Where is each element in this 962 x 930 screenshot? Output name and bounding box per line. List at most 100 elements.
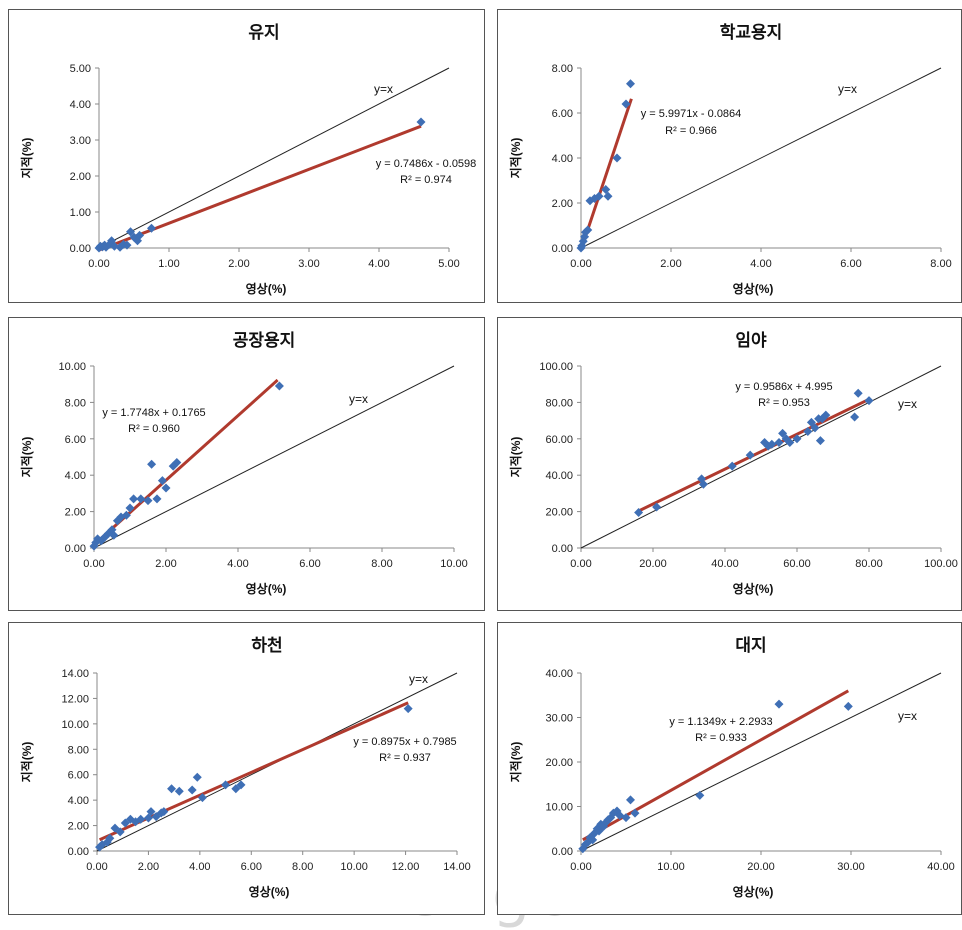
data-point: [594, 191, 604, 201]
x-tick-label: 1.00: [158, 258, 179, 270]
data-point: [96, 536, 106, 546]
trend-equation: y = 1.7748x + 0.1765: [102, 407, 205, 419]
data-point: [125, 814, 135, 824]
data-point: [767, 439, 777, 449]
y-tick-label: 10.00: [545, 802, 573, 814]
x-axis-label: 영상(%): [733, 884, 774, 899]
data-point: [630, 808, 640, 818]
identity-line: [93, 365, 455, 549]
y-tick-label: 0.00: [65, 543, 86, 555]
y-tick-label: 2.00: [68, 821, 89, 833]
chart-title: 임야: [735, 330, 767, 350]
x-tick-label: 80.00: [855, 558, 883, 570]
y-tick-label: 60.00: [545, 434, 573, 446]
y-tick-label: 2.00: [70, 171, 91, 183]
y-tick-label: 0.00: [552, 846, 573, 858]
y-axis-label: 지적(%): [19, 437, 34, 478]
y-tick-label: 0.00: [68, 846, 89, 858]
r-squared-label: R² = 0.960: [128, 423, 180, 435]
scatter-chart: 임야 0.00 20.00 40.00 60.00 80.00 100.00 0.00 20.0…: [508, 330, 958, 596]
trend-equation: y = 1.1349x + 2.2933: [669, 716, 772, 728]
y-tick-label: 0.00: [552, 243, 573, 255]
data-point: [105, 833, 115, 843]
scatter-chart: 공장용지 0.00 2.00 4.00 6.00 8.00 10.00 0.00 2.00 4.0…: [19, 331, 468, 596]
data-point: [161, 483, 171, 493]
data-point: [152, 494, 162, 504]
y-tick-label: 20.00: [545, 757, 573, 769]
data-point: [197, 793, 207, 803]
y-tick-label: 2.00: [65, 507, 86, 519]
data-point: [774, 699, 784, 709]
x-tick-label: 10.00: [440, 558, 468, 570]
x-tick-label: 14.00: [443, 861, 471, 873]
chart-title: 학교용지: [720, 23, 783, 42]
chart-panel: 공장용지 0.00 2.00 4.00 6.00 8.00 10.00 0.00 2.00 4.0…: [8, 317, 485, 611]
data-point: [785, 437, 795, 447]
data-point: [608, 808, 618, 818]
y-axis-label: 지적(%): [508, 437, 523, 478]
trend-equation: y = 5.9971x - 0.0864: [641, 108, 742, 120]
data-point: [147, 459, 157, 469]
x-tick-label: 30.00: [837, 861, 865, 873]
y-tick-label: 14.00: [61, 668, 89, 680]
chart-title: 하천: [251, 636, 282, 655]
data-point: [143, 496, 153, 506]
data-point: [774, 437, 784, 447]
y-tick-label: 80.00: [545, 397, 573, 409]
data-point: [652, 502, 662, 512]
data-point: [109, 241, 119, 251]
x-tick-label: 100.00: [924, 558, 958, 570]
y-tick-label: 6.00: [65, 434, 86, 446]
scatter-chart: 유지 0.00 1.00 2.00 3.00 4.00 5.00 0.00 1.00 2.00 3.…: [19, 23, 476, 296]
y-axis-label: 지적(%): [508, 742, 523, 783]
x-tick-label: 4.00: [368, 258, 389, 270]
data-point: [594, 826, 604, 836]
data-point: [698, 479, 708, 489]
data-point: [806, 417, 816, 427]
y-tick-label: 100.00: [539, 361, 573, 373]
data-point: [803, 427, 813, 437]
y-axis-label: 지적(%): [19, 138, 34, 179]
data-point: [236, 780, 246, 790]
data-point: [192, 772, 202, 782]
chart-panel: 유지 0.00 1.00 2.00 3.00 4.00 5.00 0.00 1.00 2.00 3.…: [8, 9, 485, 303]
data-point: [159, 807, 169, 817]
data-point: [850, 412, 860, 422]
chart-panel: 하천 0.00 2.00 4.00 6.00 8.00 10.00 12.00 14.00 0.0…: [8, 622, 485, 915]
chart-panel: 대지 0.00 10.00 20.00 30.00 40.00 0.00 10.00 20.00…: [497, 622, 962, 915]
data-point: [135, 230, 145, 240]
x-tick-label: 0.00: [570, 258, 591, 270]
data-point: [147, 223, 156, 233]
trend-line: [580, 98, 633, 248]
identity-line: [98, 67, 450, 249]
identity-line-label: y=x: [409, 672, 428, 686]
data-point: [121, 510, 131, 520]
data-point: [815, 436, 825, 446]
data-point: [588, 835, 598, 845]
data-point: [583, 837, 593, 847]
y-tick-label: 40.00: [545, 470, 573, 482]
y-tick-label: 10.00: [58, 361, 86, 373]
x-tick-label: 0.00: [86, 861, 107, 873]
x-tick-label: 60.00: [783, 558, 811, 570]
data-point: [615, 810, 625, 820]
data-point: [109, 530, 119, 540]
x-tick-label: 8.00: [371, 558, 392, 570]
y-tick-label: 4.00: [70, 99, 91, 111]
identity-line: [580, 67, 942, 249]
data-point: [136, 494, 146, 504]
data-point: [626, 795, 635, 805]
y-tick-label: 8.00: [65, 397, 86, 409]
chart-title: 공장용지: [233, 331, 296, 350]
x-tick-label: 40.00: [927, 861, 955, 873]
x-axis-label: 영상(%): [246, 281, 287, 296]
y-tick-label: 8.00: [552, 63, 573, 75]
y-tick-label: 12.00: [61, 693, 89, 705]
data-point: [745, 450, 755, 460]
x-tick-label: 40.00: [711, 558, 739, 570]
r-squared-label: R² = 0.937: [379, 752, 431, 764]
chart-panel: 학교용지 0.00 2.00 4.00 6.00 8.00 0.00 2.00 4.00 6.00…: [497, 9, 962, 303]
data-point: [93, 534, 103, 544]
x-tick-label: 0.00: [88, 258, 109, 270]
chart-title: 유지: [248, 23, 279, 42]
